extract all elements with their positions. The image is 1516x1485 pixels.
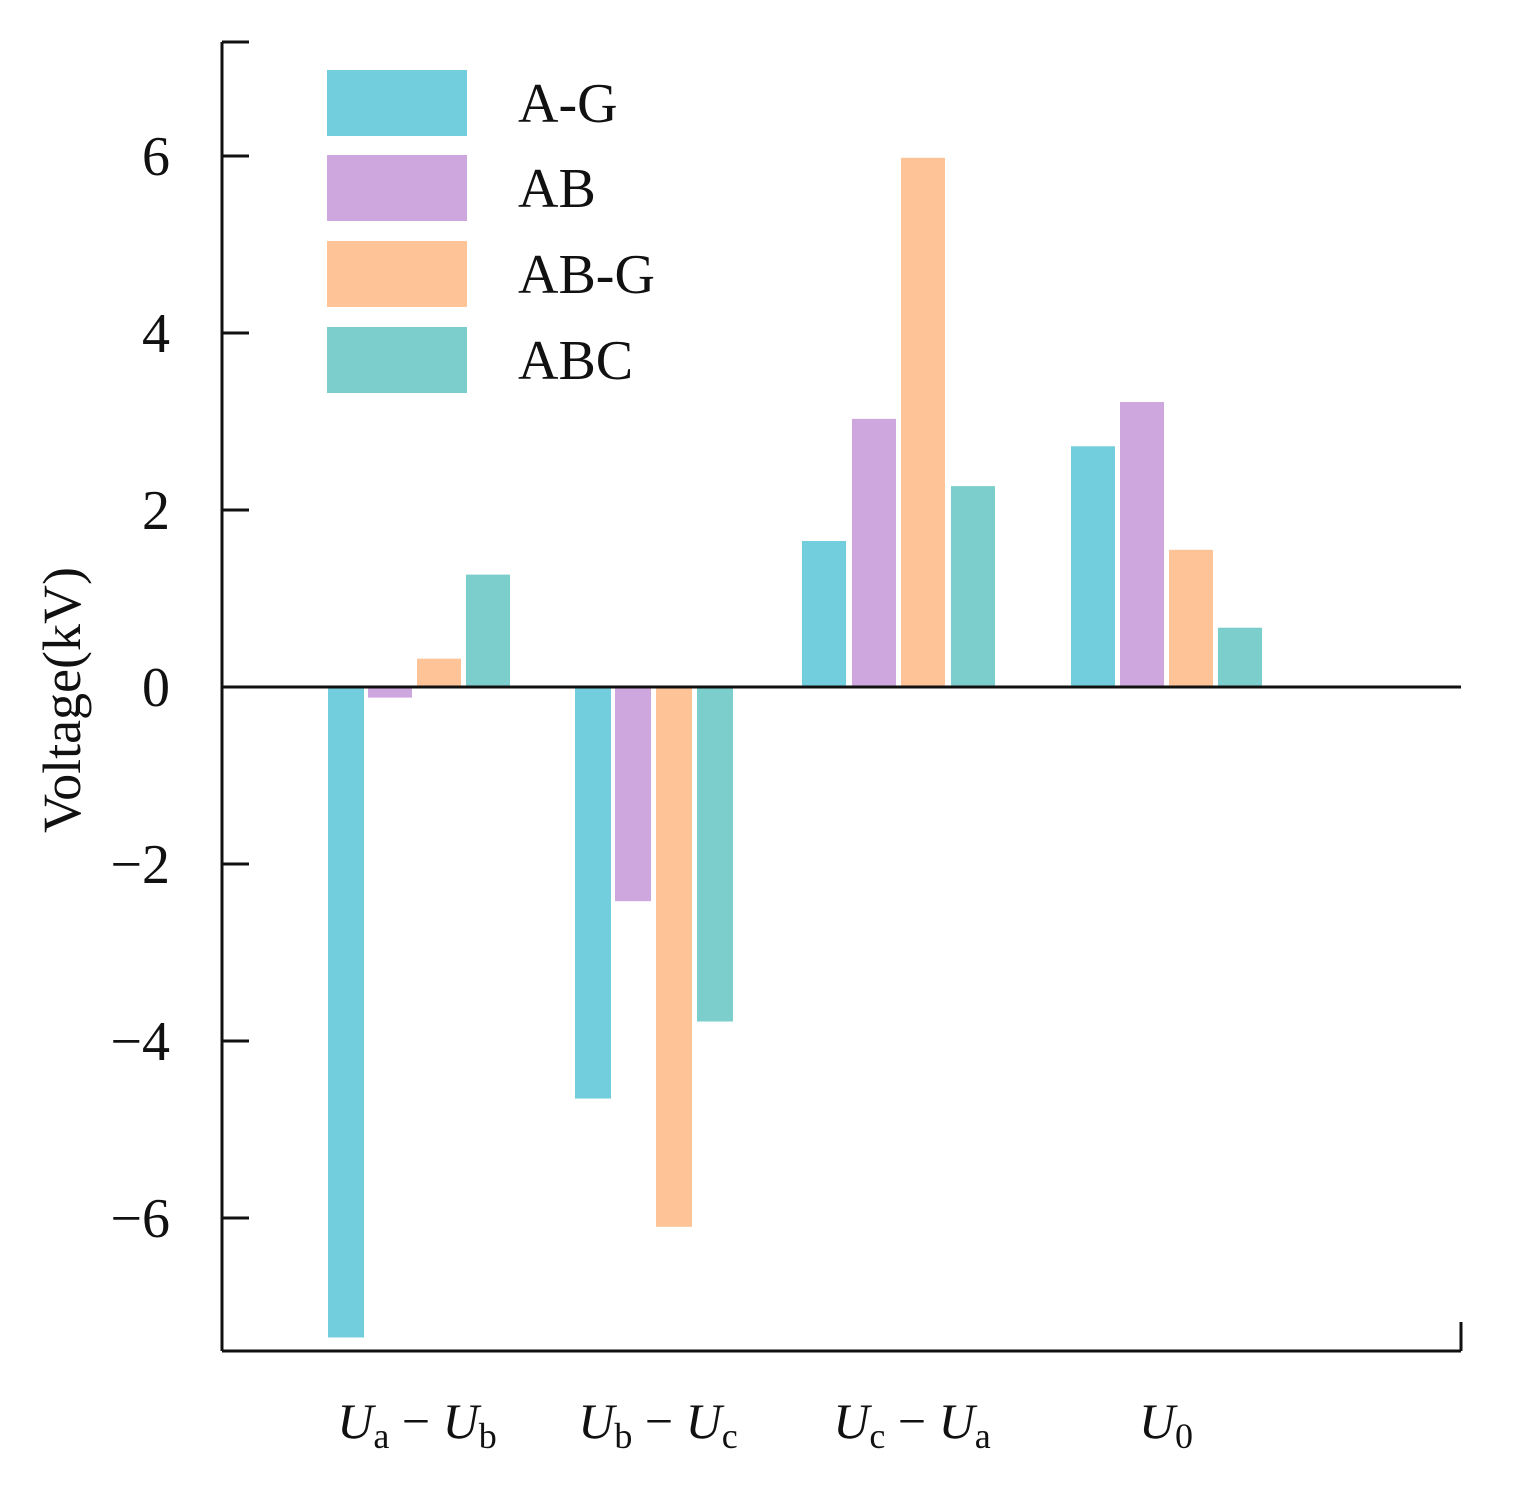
category-labels: Ua​ − Ub​ Ub​ − Uc​ Uc​ − Ua​ U0​ <box>337 1393 1193 1456</box>
legend-label: A-G <box>518 73 618 135</box>
category-label: Ub​ − Uc​ <box>578 1393 737 1456</box>
bar-abc-3 <box>1218 627 1262 687</box>
bar-ab-g-0 <box>417 658 461 687</box>
y-axis-label: Voltage(kV) <box>32 567 92 833</box>
y-tick-label: −2 <box>110 834 170 896</box>
bar-ab-g-2 <box>901 157 945 687</box>
bar-abc-1 <box>697 687 733 1022</box>
axes-layer <box>220 40 1463 1353</box>
bar-ab-g-1 <box>656 687 692 1227</box>
bar-a-g-3 <box>1071 446 1115 687</box>
legend-label: AB-G <box>518 244 655 306</box>
category-label: Uc​ − Ua​ <box>833 1393 990 1456</box>
bar-a-g-1 <box>575 687 611 1099</box>
category-label: U0​ <box>1139 1393 1193 1456</box>
y-tick-label: 4 <box>142 303 170 365</box>
bar-abc-2 <box>951 486 995 687</box>
y-tick-label: 2 <box>142 480 170 542</box>
legend-label: ABC <box>518 330 633 392</box>
y-tick-label: −6 <box>110 1188 170 1250</box>
bar-abc-0 <box>466 574 510 687</box>
y-tick-label: 6 <box>142 126 170 188</box>
legend: A-G AB AB-G ABC <box>327 70 655 393</box>
bar-a-g-2 <box>802 540 846 687</box>
bar-ab-0 <box>368 687 412 698</box>
legend-swatch-ab <box>327 155 467 221</box>
y-tick-label: −4 <box>110 1011 170 1073</box>
y-tick-label: 0 <box>142 657 170 719</box>
legend-label: AB <box>518 158 596 220</box>
y-ticks: −6 −4 −2 0 2 4 6 <box>110 126 249 1250</box>
bar-ab-g-3 <box>1169 549 1213 687</box>
bar-ab-1 <box>615 687 651 902</box>
legend-swatch-ab-g <box>327 241 467 307</box>
bar-ab-2 <box>852 418 896 687</box>
category-label: Ua​ − Ub​ <box>337 1393 496 1456</box>
bar-ab-3 <box>1120 402 1164 687</box>
bars-layer <box>328 157 1262 1338</box>
bar-a-g-0 <box>328 687 364 1338</box>
legend-swatch-a-g <box>327 70 467 136</box>
legend-swatch-abc <box>327 327 467 393</box>
